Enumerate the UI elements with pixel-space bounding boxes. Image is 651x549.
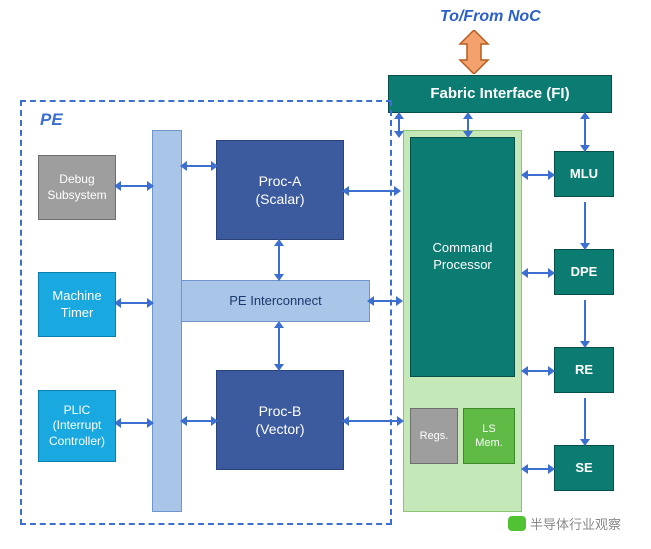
re-block: RE <box>554 347 614 393</box>
connector-arrow <box>398 118 400 132</box>
connector-arrow <box>584 300 586 342</box>
connector-arrow <box>527 370 549 372</box>
connector-arrow <box>278 327 280 365</box>
pe-interconnect-label: PE Interconnect <box>229 293 322 310</box>
wechat-icon <box>508 516 526 531</box>
mlu-block: MLU <box>554 151 614 197</box>
watermark-text: 半导体行业观察 <box>530 514 621 533</box>
connector-arrow <box>584 398 586 440</box>
debug-label: Debug Subsystem <box>47 172 106 203</box>
connector-arrow <box>348 420 398 422</box>
mlu-label: MLU <box>570 166 598 183</box>
connector-arrow <box>584 202 586 244</box>
noc-label: To/From NoC <box>440 8 541 26</box>
pe-label: PE <box>40 110 63 130</box>
regs-label: Regs. <box>420 429 449 443</box>
connector-arrow <box>527 468 549 470</box>
proc-b-block: Proc-B (Vector) <box>216 370 344 470</box>
watermark: 半导体行业观察 <box>508 514 621 533</box>
pe-interconnect-hbar: PE Interconnect <box>182 280 370 322</box>
machine-timer-block: Machine Timer <box>38 272 116 337</box>
se-label: SE <box>575 460 592 477</box>
regs-block: Regs. <box>410 408 458 464</box>
debug-subsystem-block: Debug Subsystem <box>38 155 116 220</box>
connector-arrow <box>373 300 397 302</box>
connector-arrow <box>120 302 148 304</box>
dpe-block: DPE <box>554 249 614 295</box>
plic-label: PLIC (Interrupt Controller) <box>49 403 105 450</box>
connector-arrow <box>186 165 212 167</box>
plic-block: PLIC (Interrupt Controller) <box>38 390 116 462</box>
pe-interconnect-vbar <box>152 130 182 512</box>
command-processor-block: Command Processor <box>410 137 515 377</box>
connector-arrow <box>186 420 212 422</box>
connector-arrow <box>348 190 395 192</box>
proc-a-block: Proc-A (Scalar) <box>216 140 344 240</box>
connector-arrow <box>527 272 549 274</box>
dpe-label: DPE <box>571 264 598 281</box>
noc-arrow-icon <box>456 30 492 74</box>
command-processor-label: Command Processor <box>433 240 493 274</box>
connector-arrow <box>120 185 148 187</box>
lsmem-block: LS Mem. <box>463 408 515 464</box>
fabric-interface-block: Fabric Interface (FI) <box>388 75 612 113</box>
re-label: RE <box>575 362 593 379</box>
proc-a-label: Proc-A (Scalar) <box>255 172 304 208</box>
connector-arrow <box>278 245 280 275</box>
proc-b-label: Proc-B (Vector) <box>255 402 304 438</box>
connector-arrow <box>527 174 549 176</box>
connector-arrow <box>120 422 148 424</box>
se-block: SE <box>554 445 614 491</box>
connector-arrow <box>584 118 586 146</box>
timer-label: Machine Timer <box>52 288 101 322</box>
lsmem-label: LS Mem. <box>475 422 503 451</box>
connector-arrow <box>467 118 469 132</box>
fabric-interface-label: Fabric Interface (FI) <box>430 84 569 104</box>
